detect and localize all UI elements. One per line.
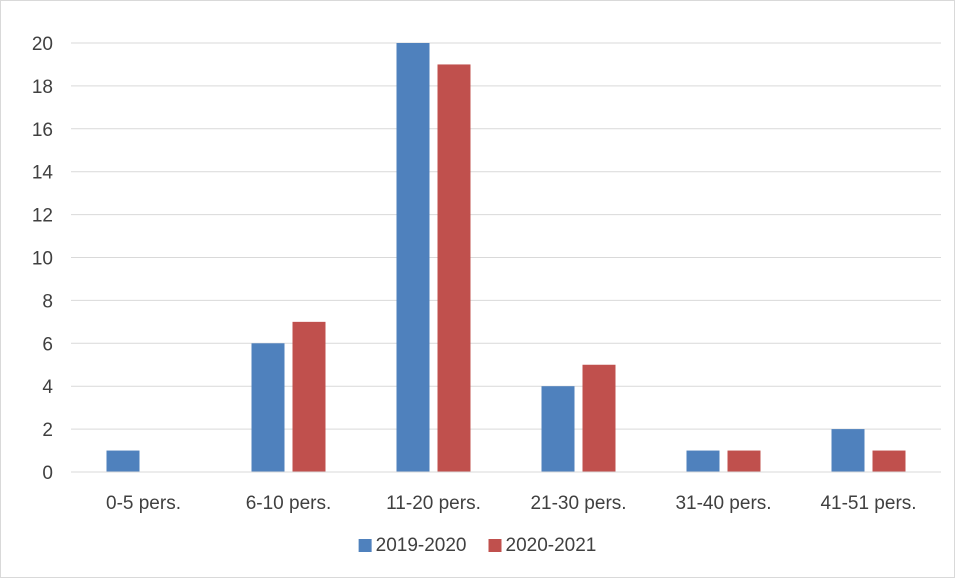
bar-2020-2021-11-20pers: [437, 64, 471, 472]
bar-2020-2021-41-51pers: [872, 450, 906, 472]
y-tick-label: 16: [32, 120, 53, 141]
legend-label: 2020-2021: [506, 535, 597, 556]
bar-2019-2020-0-5pers: [106, 450, 140, 472]
y-tick-label: 10: [32, 249, 53, 270]
bar-2019-2020-21-30pers: [541, 386, 575, 472]
bar-2020-2021-21-30pers: [582, 364, 616, 472]
y-tick-label: 8: [42, 291, 53, 312]
x-tick-label: 6-10 pers.: [246, 493, 332, 514]
x-tick-label: 31-40 pers.: [675, 493, 771, 514]
x-axis-ticks: 0-5 pers. 6-10 pers. 11-20 pers. 21-30 pers…: [106, 493, 917, 514]
y-tick-label: 12: [32, 206, 53, 227]
y-tick-label: 20: [32, 34, 53, 55]
bar-2020-2021-31-40pers: [727, 450, 761, 472]
legend-swatch: [488, 539, 502, 552]
y-tick-label: 0: [42, 463, 53, 484]
y-tick-label: 14: [32, 163, 54, 184]
bar-2019-2020-41-51pers: [831, 429, 865, 472]
gridlines: [71, 42, 941, 430]
y-tick-label: 6: [42, 334, 53, 355]
legend-label: 2019-2020: [376, 535, 467, 556]
y-tick-label: 18: [32, 77, 53, 98]
y-axis-ticks: 0 2 4 6 8 10 12 14 16 18 20: [32, 34, 54, 484]
bar-2019-2020-6-10pers: [251, 343, 285, 472]
legend: 2019-2020 2020-2021: [358, 535, 597, 556]
legend-swatch: [358, 539, 372, 552]
legend-item-2019-2020: 2019-2020: [358, 535, 467, 556]
bar-2019-2020-31-40pers: [686, 450, 720, 472]
x-tick-label: 21-30 pers.: [530, 493, 626, 514]
bar-2019-2020-11-20pers: [396, 43, 430, 472]
x-tick-label: 0-5 pers.: [106, 493, 181, 514]
bar-2020-2021-6-10pers: [292, 321, 326, 472]
bars: [106, 43, 906, 472]
legend-item-2020-2021: 2020-2021: [488, 535, 597, 556]
x-tick-label: 41-51 pers.: [820, 493, 916, 514]
y-tick-label: 2: [42, 420, 53, 441]
y-tick-label: 4: [42, 377, 53, 398]
x-tick-label: 11-20 pers.: [386, 493, 481, 514]
